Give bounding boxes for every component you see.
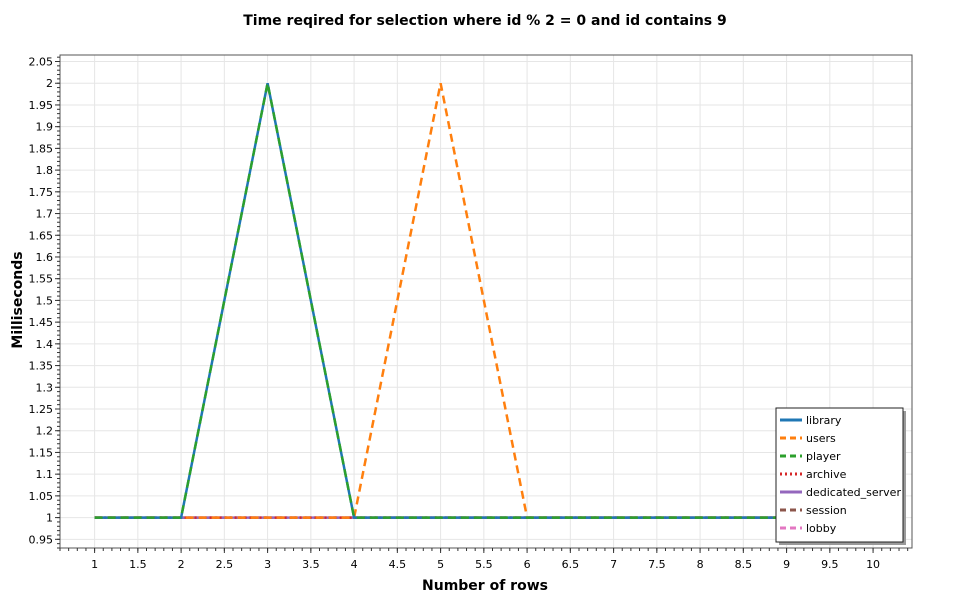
x-tick-label: 10: [866, 558, 880, 571]
y-tick-label: 2: [46, 77, 53, 90]
y-tick-label: 1.55: [29, 273, 54, 286]
y-tick-label: 1.4: [36, 338, 54, 351]
x-tick-label: 7.5: [648, 558, 666, 571]
x-tick-label: 6.5: [562, 558, 580, 571]
y-tick-label: 1.7: [36, 208, 54, 221]
x-tick-label: 1: [91, 558, 98, 571]
x-tick-label: 5: [437, 558, 444, 571]
series-layer: [94, 82, 787, 519]
x-tick-label: 6: [524, 558, 531, 571]
legend-label: archive: [806, 468, 847, 481]
y-tick-label: 1.2: [36, 425, 54, 438]
y-tick-label: 1.15: [29, 446, 54, 459]
x-tick-label: 4.5: [389, 558, 407, 571]
y-tick-label: 1.35: [29, 360, 54, 373]
y-tick-label: 1.45: [29, 316, 54, 329]
legend-label: users: [806, 432, 836, 445]
x-tick-label: 4: [351, 558, 358, 571]
y-tick-label: 1.6: [36, 251, 54, 264]
y-tick-label: 1.95: [29, 99, 54, 112]
x-tick-label: 2.5: [216, 558, 234, 571]
x-tick-label: 3.5: [302, 558, 320, 571]
axis-ticks: 1 1.5 2 2.5 3 3.5 4 4.5 5 5.5 6 6.5 7 7.5 8 8.5 9 9.5 10 0.…: [29, 56, 909, 571]
legend-label: dedicated_server: [806, 486, 901, 499]
x-tick-label: 7: [610, 558, 617, 571]
x-tick-label: 2: [178, 558, 185, 571]
x-tick-label: 9.5: [821, 558, 839, 571]
y-axis-label: Milliseconds: [10, 251, 26, 348]
legend-label: session: [806, 504, 847, 517]
y-tick-label: 1.75: [29, 186, 54, 199]
x-tick-label: 5.5: [475, 558, 493, 571]
x-axis-label: Number of rows: [422, 578, 548, 594]
y-tick-label: 1: [46, 512, 53, 525]
y-tick-label: 0.95: [29, 533, 54, 546]
y-tick-label: 1.65: [29, 229, 54, 242]
y-tick-label: 1.5: [36, 294, 54, 307]
legend: library users player archive dedicated_serve…: [775, 407, 906, 545]
y-tick-label: 1.85: [29, 142, 54, 155]
x-tick-label: 8.5: [735, 558, 753, 571]
series-line-player: [94, 82, 787, 519]
y-tick-label: 1.3: [36, 381, 54, 394]
x-tick-label: 3: [264, 558, 271, 571]
x-tick-label: 1.5: [129, 558, 147, 571]
y-tick-label: 2.05: [29, 56, 54, 69]
y-tick-label: 1.8: [36, 164, 54, 177]
y-tick-label: 1.25: [29, 403, 54, 416]
y-tick-label: 1.9: [36, 121, 54, 134]
legend-box: [775, 407, 904, 543]
chart-title: Time reqired for selection where id % 2 …: [243, 13, 727, 29]
legend-label: lobby: [806, 522, 837, 535]
grid: [60, 55, 912, 548]
y-tick-label: 1.05: [29, 490, 54, 503]
y-tick-label: 1.1: [36, 468, 54, 481]
plot-frame: [59, 54, 913, 549]
legend-label: player: [806, 450, 841, 463]
x-tick-label: 9: [783, 558, 790, 571]
legend-label: library: [806, 414, 842, 427]
x-tick-label: 8: [697, 558, 704, 571]
